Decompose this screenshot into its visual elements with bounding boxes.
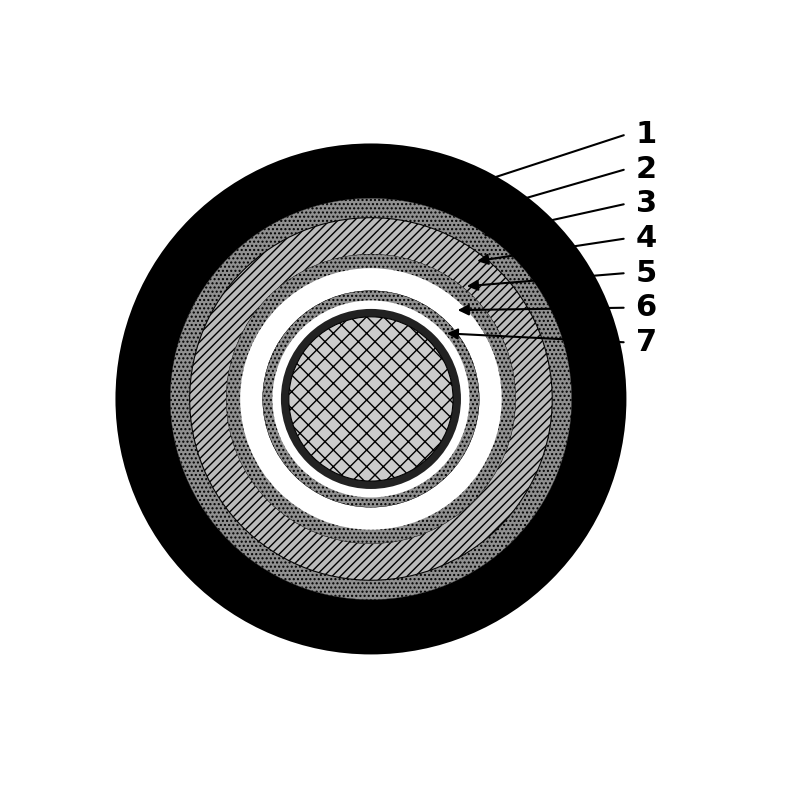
Circle shape [170,198,572,600]
Text: 6: 6 [635,293,657,322]
Circle shape [190,218,553,580]
Text: 7: 7 [635,328,657,357]
Text: 2: 2 [635,155,657,183]
Circle shape [170,198,572,600]
Circle shape [240,268,502,530]
Text: 4: 4 [635,224,657,253]
Circle shape [115,144,626,654]
Circle shape [289,317,453,481]
Circle shape [262,291,479,507]
Circle shape [190,218,553,580]
Circle shape [226,254,516,544]
Circle shape [273,300,470,498]
Circle shape [226,254,516,544]
Text: 1: 1 [635,120,657,149]
Text: 5: 5 [635,258,657,288]
Circle shape [289,317,453,481]
Text: 3: 3 [635,189,657,218]
Circle shape [281,309,461,489]
Circle shape [262,291,479,507]
